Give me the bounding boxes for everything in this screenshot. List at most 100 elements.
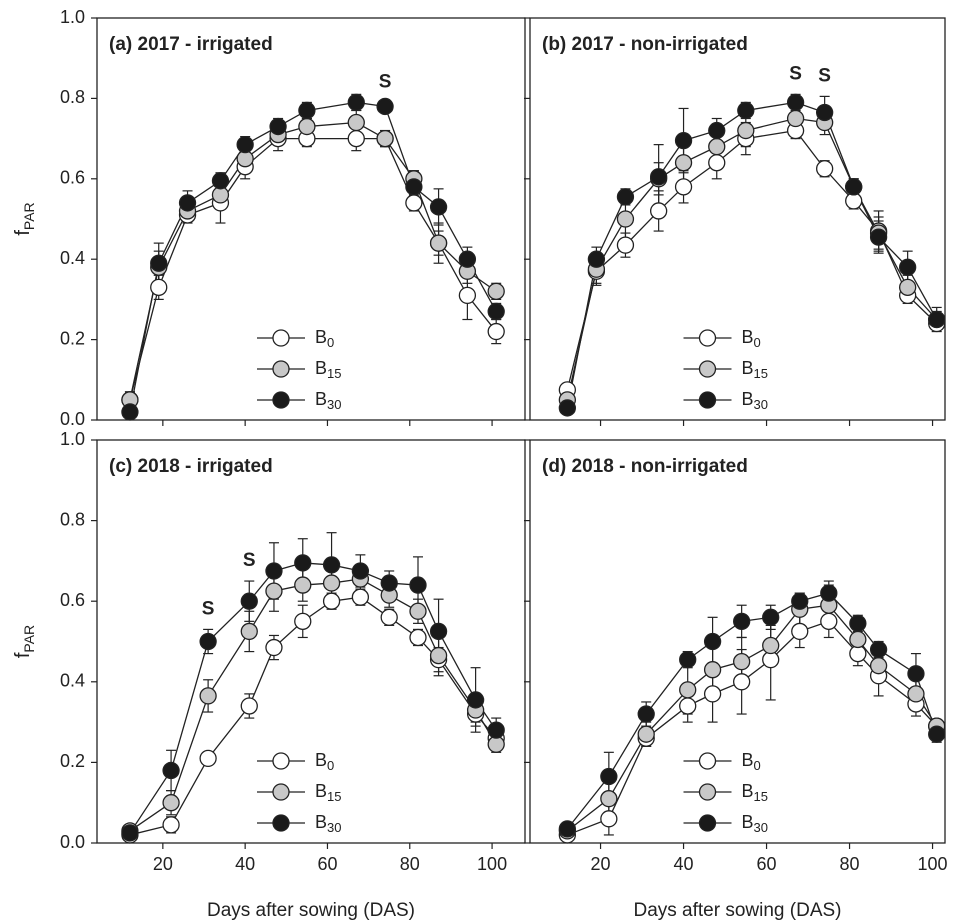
y-tick-label: 1.0 [60, 429, 85, 449]
data-point [733, 673, 751, 691]
data-point [762, 636, 780, 655]
data-point [429, 622, 448, 641]
series-line [566, 129, 938, 391]
legend-marker [272, 329, 290, 347]
annotation: S [243, 550, 256, 571]
data-point [907, 685, 925, 703]
data-point [298, 101, 316, 120]
series-line [129, 578, 497, 832]
panel-frame [96, 439, 526, 844]
x-tick-label: 80 [400, 854, 420, 874]
data-point [199, 687, 217, 705]
data-point [265, 562, 283, 580]
data-point [928, 310, 946, 329]
annotation: S [818, 65, 831, 86]
legend-label: B15 [742, 781, 768, 805]
data-point [162, 794, 180, 812]
legend-marker [272, 391, 290, 409]
annotation: S [789, 63, 802, 84]
data-point [899, 258, 917, 276]
series-line [129, 101, 497, 413]
data-point [558, 399, 576, 417]
y-tick-label: 0.2 [60, 328, 85, 348]
data-point [703, 632, 722, 651]
legend-marker [272, 360, 290, 378]
legend-label-main: B [742, 750, 754, 770]
panel-frame [529, 17, 946, 421]
legend-marker [698, 329, 717, 347]
data-point [429, 234, 448, 252]
data-point [405, 178, 423, 196]
data-point [737, 101, 755, 120]
legend-label-sub: 0 [327, 335, 334, 350]
data-point [928, 725, 946, 743]
legend-marker [698, 391, 717, 409]
data-point [409, 602, 427, 620]
data-point [351, 588, 370, 606]
y-axis-label: fPAR [12, 202, 36, 235]
x-tick-label: 80 [840, 854, 860, 874]
data-point [429, 198, 448, 216]
y-axis-label-sub: PAR [21, 202, 37, 230]
data-point [820, 584, 838, 602]
legend-label-main: B [315, 781, 327, 801]
data-point [121, 824, 139, 842]
legend-marker [698, 783, 717, 801]
legend-label-main: B [315, 389, 327, 409]
data-point [616, 236, 635, 254]
panel-frame [96, 17, 526, 421]
data-point [650, 202, 668, 220]
legend-label: B15 [315, 358, 341, 382]
x-tick-label: 100 [477, 854, 507, 874]
data-point [458, 286, 477, 305]
legend-marker [698, 814, 717, 832]
data-point [600, 767, 618, 786]
data-point [294, 612, 312, 630]
panel-title: (d) 2018 - non-irrigated [542, 456, 748, 477]
data-point [845, 178, 863, 196]
data-point [380, 574, 398, 592]
data-point [737, 121, 755, 140]
data-point [587, 250, 606, 268]
data-point [733, 612, 751, 630]
y-tick-label: 0.6 [60, 590, 85, 610]
x-axis-label: Days after sowing (DAS) [207, 900, 415, 921]
data-point [322, 574, 341, 592]
x-tick-label: 100 [918, 854, 948, 874]
x-tick-label: 20 [591, 854, 611, 874]
y-axis-label-sub: PAR [21, 625, 37, 653]
legend-label: B15 [742, 358, 768, 382]
y-axis-label-main: f [12, 230, 34, 236]
data-point [786, 109, 805, 128]
legend-label-main: B [742, 812, 754, 832]
x-tick-label: 60 [757, 854, 777, 874]
legend-label: B0 [315, 750, 334, 774]
data-point [907, 665, 925, 683]
legend-label-sub: 30 [327, 397, 341, 412]
data-point [322, 592, 341, 610]
y-tick-label: 0.4 [60, 671, 85, 691]
legend-label-main: B [742, 358, 754, 378]
legend-label: B0 [742, 327, 761, 351]
data-point [869, 657, 888, 675]
data-point [294, 554, 312, 572]
legend-marker [272, 783, 290, 801]
data-point [616, 210, 635, 228]
panel-title: (b) 2017 - non-irrigated [542, 34, 748, 55]
data-point [762, 608, 780, 626]
data-point [616, 188, 635, 206]
data-point [150, 254, 168, 272]
legend-label-main: B [315, 812, 327, 832]
y-axis-label: fPAR [12, 625, 36, 658]
data-point [791, 592, 809, 610]
series-line [129, 562, 497, 834]
data-point [487, 302, 505, 321]
legend-label-sub: 0 [327, 758, 334, 773]
data-point [849, 614, 867, 633]
data-point [674, 131, 693, 150]
y-tick-label: 0.2 [60, 751, 85, 771]
data-point [679, 681, 697, 699]
data-point [322, 556, 341, 574]
data-point [487, 721, 505, 739]
